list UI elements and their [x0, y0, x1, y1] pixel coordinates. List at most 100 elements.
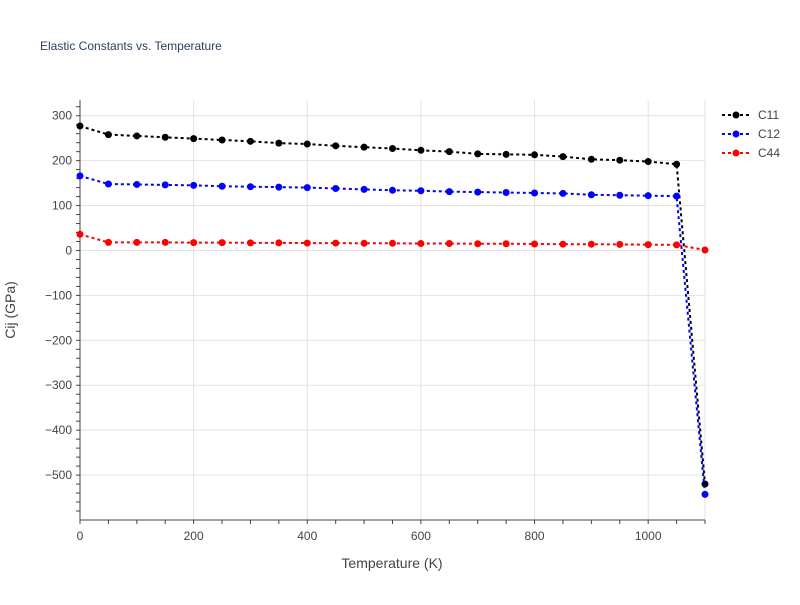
data-point-c11 [587, 155, 595, 163]
data-point-c11 [389, 145, 396, 153]
chart-title: Elastic Constants vs. Temperature [40, 39, 222, 53]
data-point-c12 [531, 189, 539, 197]
data-point-c12 [360, 185, 368, 193]
legend-item-c44[interactable]: C44 [722, 146, 780, 160]
legend[interactable]: C11 C12 C44 [722, 108, 780, 160]
data-point-c12 [673, 192, 681, 200]
data-point-c12 [133, 180, 141, 188]
legend-swatch-marker [732, 130, 740, 138]
data-point-c44 [474, 240, 482, 248]
x-tick-label: 600 [411, 529, 431, 543]
data-point-c11 [275, 139, 283, 147]
y-tick-label: 300 [52, 109, 72, 123]
series-line-c12 [79, 174, 706, 495]
data-point-c44 [417, 240, 425, 248]
data-point-c12 [218, 182, 226, 190]
data-point-c11 [417, 146, 425, 154]
legend-item-c12[interactable]: C12 [722, 127, 780, 141]
data-point-c11 [502, 150, 510, 158]
series-c44 [76, 230, 709, 254]
legend-label: C44 [758, 146, 780, 160]
data-point-c44 [587, 240, 595, 248]
data-point-c11 [360, 143, 368, 151]
data-point-c11 [104, 131, 112, 139]
data-point-c11 [644, 158, 652, 166]
data-point-c12 [332, 184, 340, 192]
data-point-c12 [275, 183, 283, 191]
x-tick-label: 200 [184, 529, 204, 543]
data-point-c12 [246, 183, 254, 191]
data-point-c44 [190, 239, 198, 247]
data-point-c44 [502, 240, 510, 248]
data-point-c12 [190, 181, 198, 189]
y-axis-title: Cij (GPa) [2, 281, 18, 339]
x-tick-label: 400 [297, 529, 317, 543]
data-point-c44 [701, 246, 709, 254]
x-tick-label: 0 [77, 529, 84, 543]
data-point-c12 [161, 181, 169, 189]
data-point-c12 [474, 188, 482, 196]
data-point-c44 [559, 240, 567, 248]
data-point-c12 [502, 189, 510, 197]
series-layer [76, 122, 709, 498]
data-point-c11 [559, 153, 567, 161]
legend-swatch-marker [732, 111, 740, 119]
data-point-c12 [644, 192, 652, 200]
data-point-c11 [133, 132, 141, 140]
data-point-c12 [616, 191, 624, 199]
data-point-c11 [332, 142, 340, 150]
data-point-c12 [417, 187, 425, 195]
data-point-c12 [587, 191, 595, 199]
y-tick-label: 200 [52, 154, 72, 168]
series-c11 [76, 122, 709, 488]
data-point-c11 [76, 122, 84, 130]
x-tick-label: 1000 [635, 529, 662, 543]
data-point-c12 [76, 172, 84, 180]
series-c12 [76, 172, 709, 498]
data-point-c44 [332, 239, 340, 247]
data-point-c12 [559, 189, 567, 197]
y-tick-label: −300 [45, 378, 72, 392]
data-point-c44 [616, 240, 624, 248]
data-point-c12 [445, 188, 453, 196]
data-point-c12 [389, 186, 396, 194]
y-tick-label: 100 [52, 199, 72, 213]
data-point-c44 [161, 238, 169, 246]
legend-swatch-marker [732, 149, 740, 157]
data-point-c44 [445, 240, 453, 248]
data-point-c12 [104, 180, 112, 188]
data-point-c44 [673, 241, 681, 249]
data-point-c44 [104, 238, 112, 246]
data-point-c12 [701, 490, 709, 498]
data-point-c44 [218, 239, 226, 247]
y-tick-label: −400 [45, 423, 72, 437]
data-point-c44 [531, 240, 539, 248]
data-point-c44 [644, 241, 652, 249]
data-point-c44 [360, 239, 368, 247]
legend-label: C11 [758, 108, 779, 122]
y-tick-label: −100 [45, 288, 72, 302]
data-point-c11 [303, 140, 311, 148]
data-point-c44 [275, 239, 283, 247]
data-point-c11 [673, 160, 681, 168]
data-point-c11 [445, 148, 453, 156]
data-point-c12 [303, 184, 311, 192]
data-point-c11 [161, 133, 169, 141]
data-point-c44 [246, 239, 254, 247]
legend-item-c11[interactable]: C11 [722, 108, 779, 122]
legend-label: C12 [758, 127, 780, 141]
data-point-c11 [190, 135, 198, 143]
grid-layer [80, 100, 706, 520]
y-tick-label: 0 [65, 243, 72, 257]
data-point-c44 [76, 230, 84, 238]
data-point-c44 [133, 238, 141, 246]
axes-layer: 0 200 400 600 800 1000 −500 −400 −300 −200 −100 0 10… [45, 100, 706, 543]
data-point-c11 [246, 137, 254, 145]
data-point-c44 [389, 239, 396, 247]
data-point-c44 [303, 239, 311, 247]
x-tick-label: 800 [525, 529, 545, 543]
data-point-c11 [531, 151, 539, 159]
data-point-c11 [474, 150, 482, 158]
